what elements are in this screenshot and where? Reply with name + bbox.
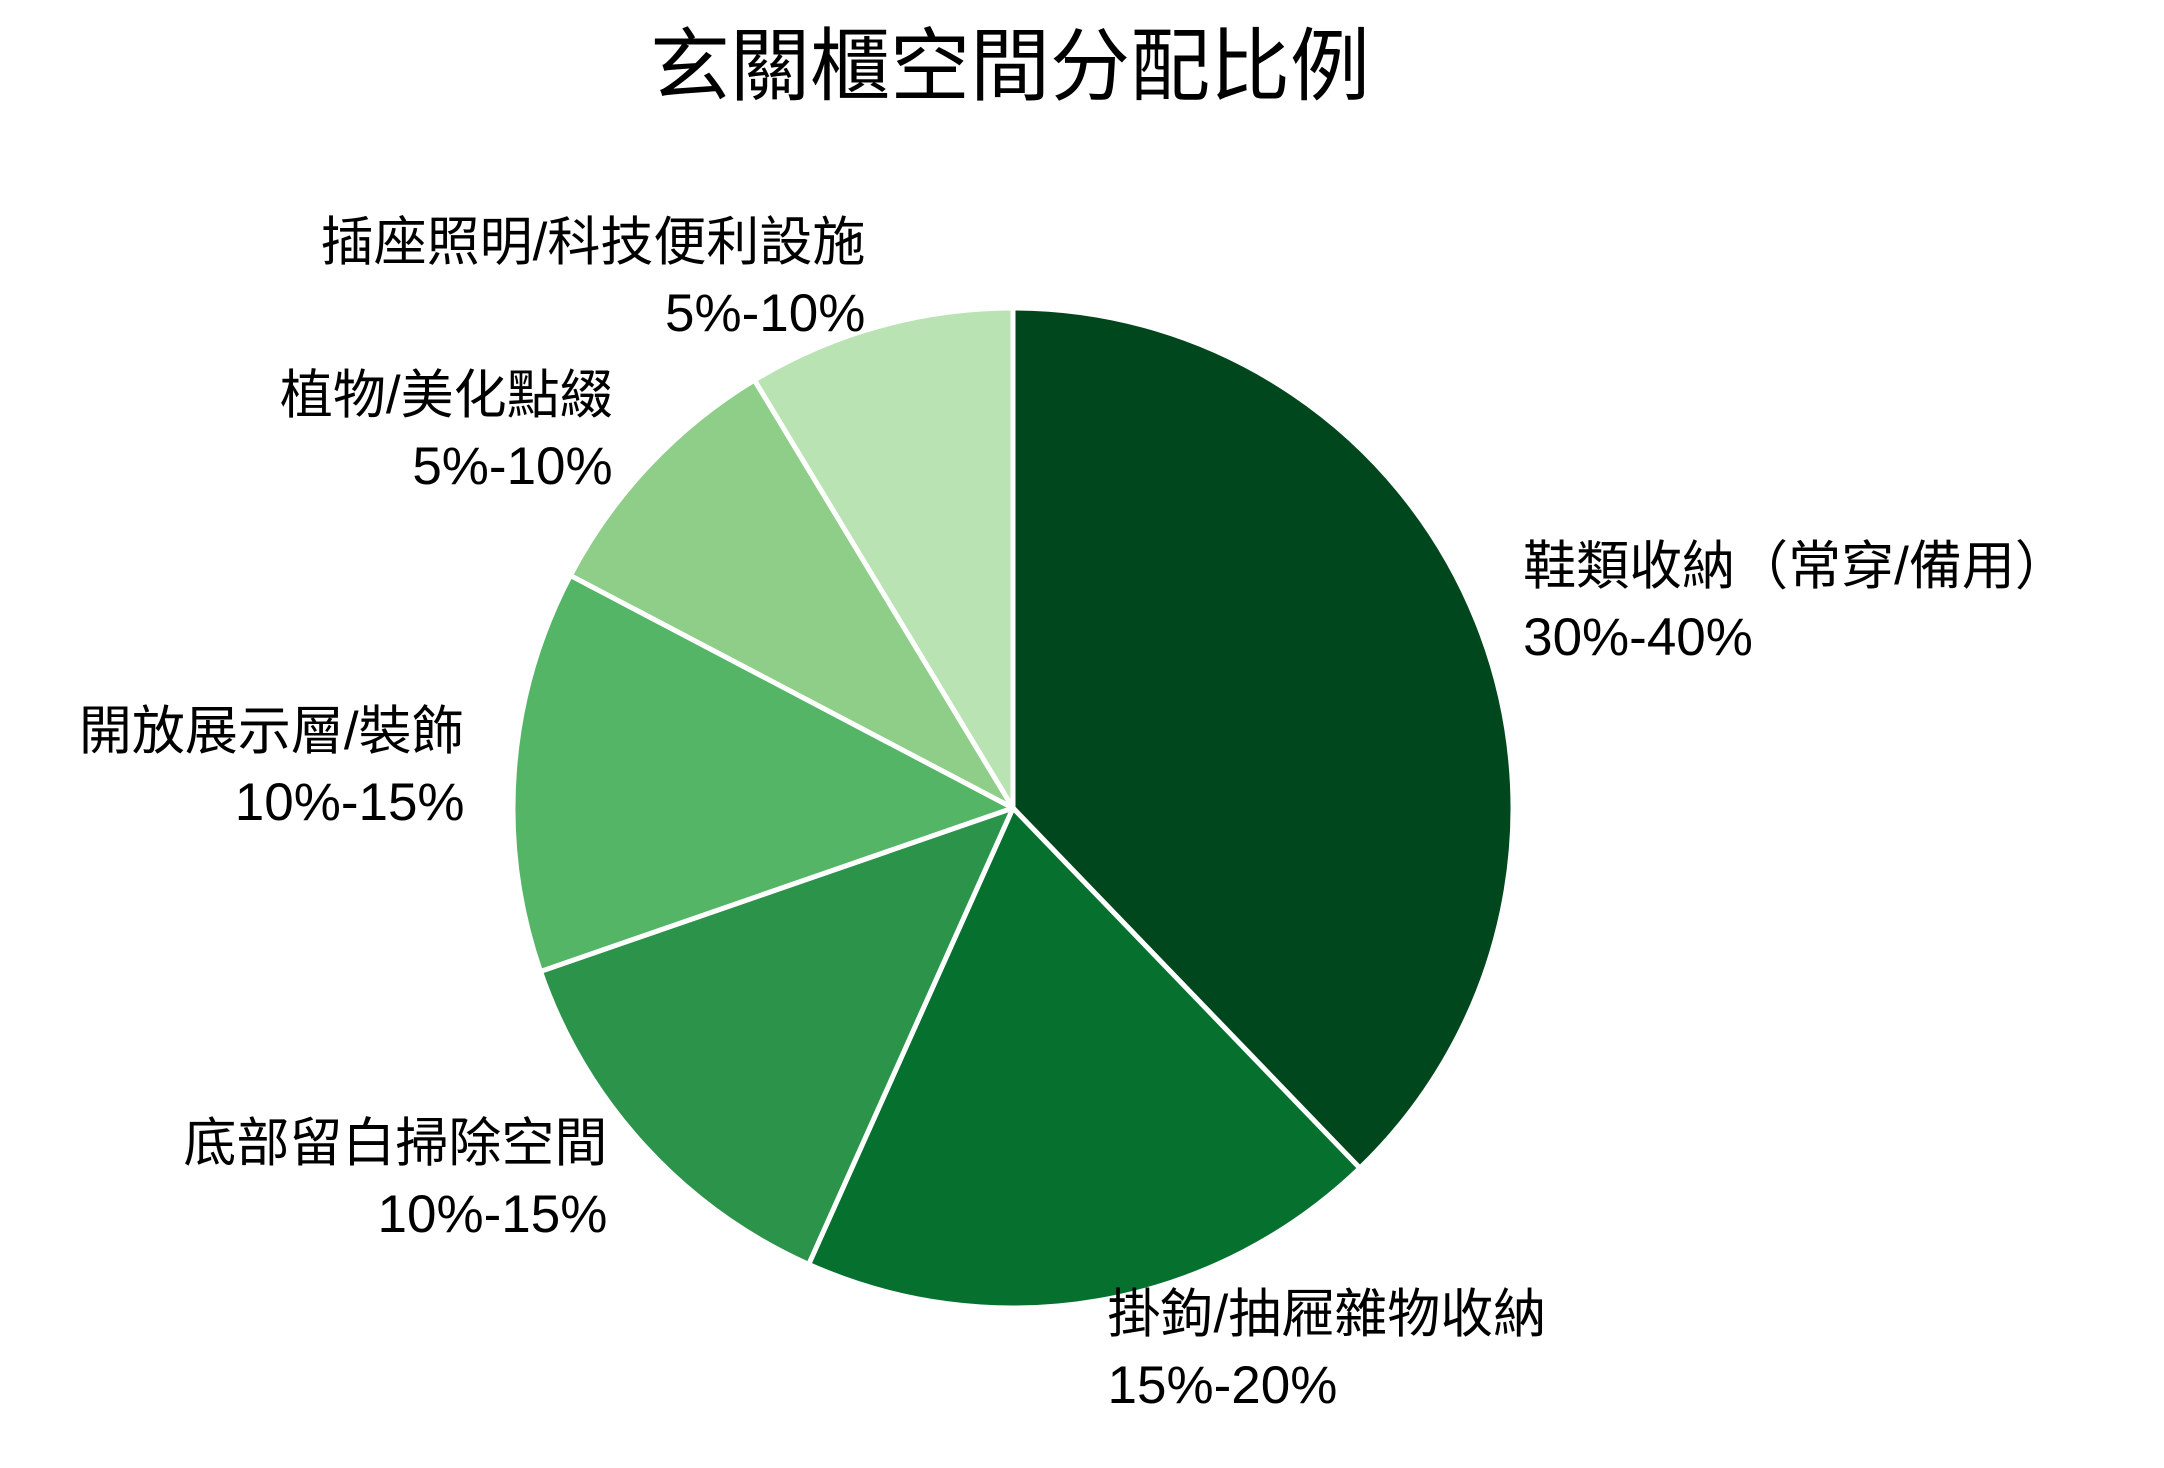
slice-label-name: 植物/美化點綴 bbox=[279, 365, 613, 425]
slice-label-plants-decor: 植物/美化點綴 5%-10% bbox=[280, 360, 613, 502]
slice-label-name: 鞋類收納（常穿/備用） bbox=[1523, 537, 2068, 597]
slice-label-name: 底部留白掃除空間 bbox=[183, 1114, 608, 1174]
slice-label-shoe-storage: 鞋類收納（常穿/備用） 30%-40% bbox=[1523, 531, 2068, 673]
slice-label-name: 開放展示層/裝飾 bbox=[78, 701, 465, 761]
slice-label-range: 10%-15% bbox=[377, 1185, 608, 1245]
slice-label-hooks-drawers: 掛鉤/抽屜雜物收納 15%-20% bbox=[1108, 1279, 1547, 1421]
slice-label-range: 10%-15% bbox=[234, 772, 465, 832]
slice-label-bottom-clearance: 底部留白掃除空間 10%-15% bbox=[183, 1108, 607, 1250]
pie-slice-bottom-clearance bbox=[537, 805, 1016, 1267]
slice-label-range: 30%-40% bbox=[1523, 608, 1753, 668]
pie-slice-hooks-drawers bbox=[806, 805, 1363, 1311]
slice-label-range: 15%-20% bbox=[1107, 1355, 1338, 1415]
pie-slice-shoe-storage bbox=[1010, 305, 1516, 1171]
slice-label-open-display: 開放展示層/裝飾 10%-15% bbox=[79, 696, 465, 838]
chart-title: 玄關櫃空間分配比例 bbox=[650, 22, 1370, 111]
slice-label-name: 插座照明/科技便利設施 bbox=[320, 213, 866, 273]
slice-label-range: 5%-10% bbox=[665, 284, 866, 344]
slice-label-outlets-lighting: 插座照明/科技便利設施 5%-10% bbox=[321, 207, 866, 349]
pie-slice-plants-decor bbox=[567, 377, 1016, 811]
pie-slice-outlets-lighting bbox=[751, 305, 1016, 811]
slice-label-name: 掛鉤/抽屜雜物收納 bbox=[1107, 1284, 1547, 1344]
pie-slice-open-display bbox=[510, 572, 1016, 974]
slice-label-range: 5%-10% bbox=[412, 436, 613, 496]
